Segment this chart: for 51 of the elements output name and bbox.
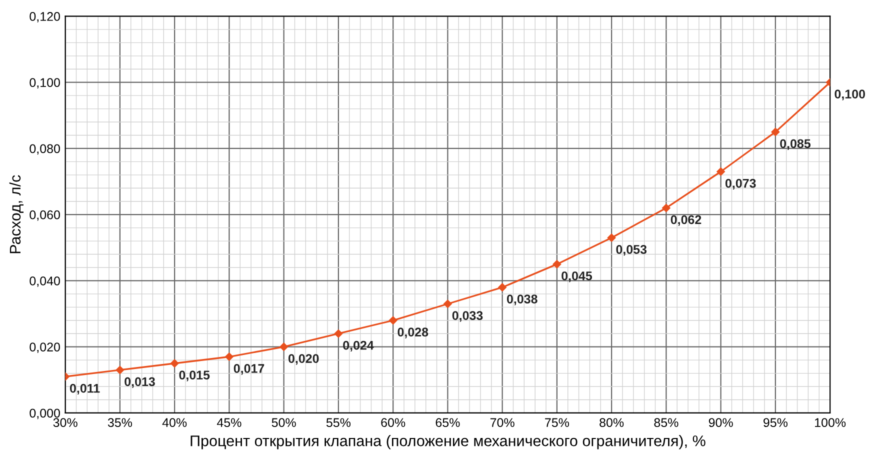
y-tick-label: 0,020 [30, 342, 60, 353]
data-label: 0,085 [780, 139, 811, 150]
point [334, 329, 343, 338]
data-label: 0,020 [288, 354, 319, 365]
point [716, 167, 725, 176]
x-tick-label: 40% [162, 418, 187, 428]
point [552, 260, 562, 268]
x-tick-label: 90% [708, 418, 733, 428]
point [170, 359, 179, 368]
point [662, 204, 670, 212]
x-tick-label: 70% [490, 418, 514, 428]
x-tick-label: 100% [815, 418, 846, 428]
x-axis-title: Процент открытия клапана (положение механического ограничителя), % [190, 435, 706, 450]
point [771, 128, 780, 136]
y-tick-label: 0,040 [30, 276, 60, 287]
x-tick-label: 75% [545, 418, 570, 428]
x-tick-label: 45% [216, 418, 242, 428]
data-label: 0,033 [452, 311, 483, 322]
data-label: 0,100 [834, 90, 865, 100]
y-tick-label: 0,120 [30, 12, 60, 22]
point [498, 283, 506, 292]
data-label: 0,045 [562, 271, 592, 282]
x-tick-label: 30% [53, 418, 78, 428]
y-tick-label: 0,080 [30, 144, 60, 155]
y-tick-label: 0,060 [30, 210, 60, 221]
x-tick-label: 95% [764, 418, 788, 428]
data-label: 0,053 [616, 245, 647, 256]
point [388, 316, 398, 325]
data-label: 0,073 [725, 178, 756, 190]
data-label: 0,062 [670, 215, 702, 226]
y-tick-label: 0,100 [30, 78, 60, 88]
point [225, 352, 234, 361]
data-label: 0,038 [506, 294, 538, 306]
x-tick-label: 60% [381, 418, 406, 428]
point [280, 342, 288, 351]
point [444, 300, 452, 308]
data-label: 0,011 [70, 384, 100, 395]
x-tick-label: 55% [326, 418, 351, 428]
data-label: 0,028 [398, 328, 428, 338]
point [607, 234, 616, 242]
x-tick-label: 50% [272, 418, 296, 428]
x-tick-label: 35% [108, 418, 132, 428]
data-label: 0,017 [234, 364, 264, 375]
y-axis-title: Расход, л/с [9, 175, 24, 254]
x-tick-label: 85% [654, 418, 678, 428]
data-label: 0,013 [124, 377, 155, 388]
y-tick-label: 0,000 [30, 408, 60, 420]
x-tick-label: 65% [436, 418, 460, 428]
data-label: 0,015 [179, 370, 210, 382]
point [116, 366, 124, 374]
x-tick-label: 80% [600, 418, 624, 428]
